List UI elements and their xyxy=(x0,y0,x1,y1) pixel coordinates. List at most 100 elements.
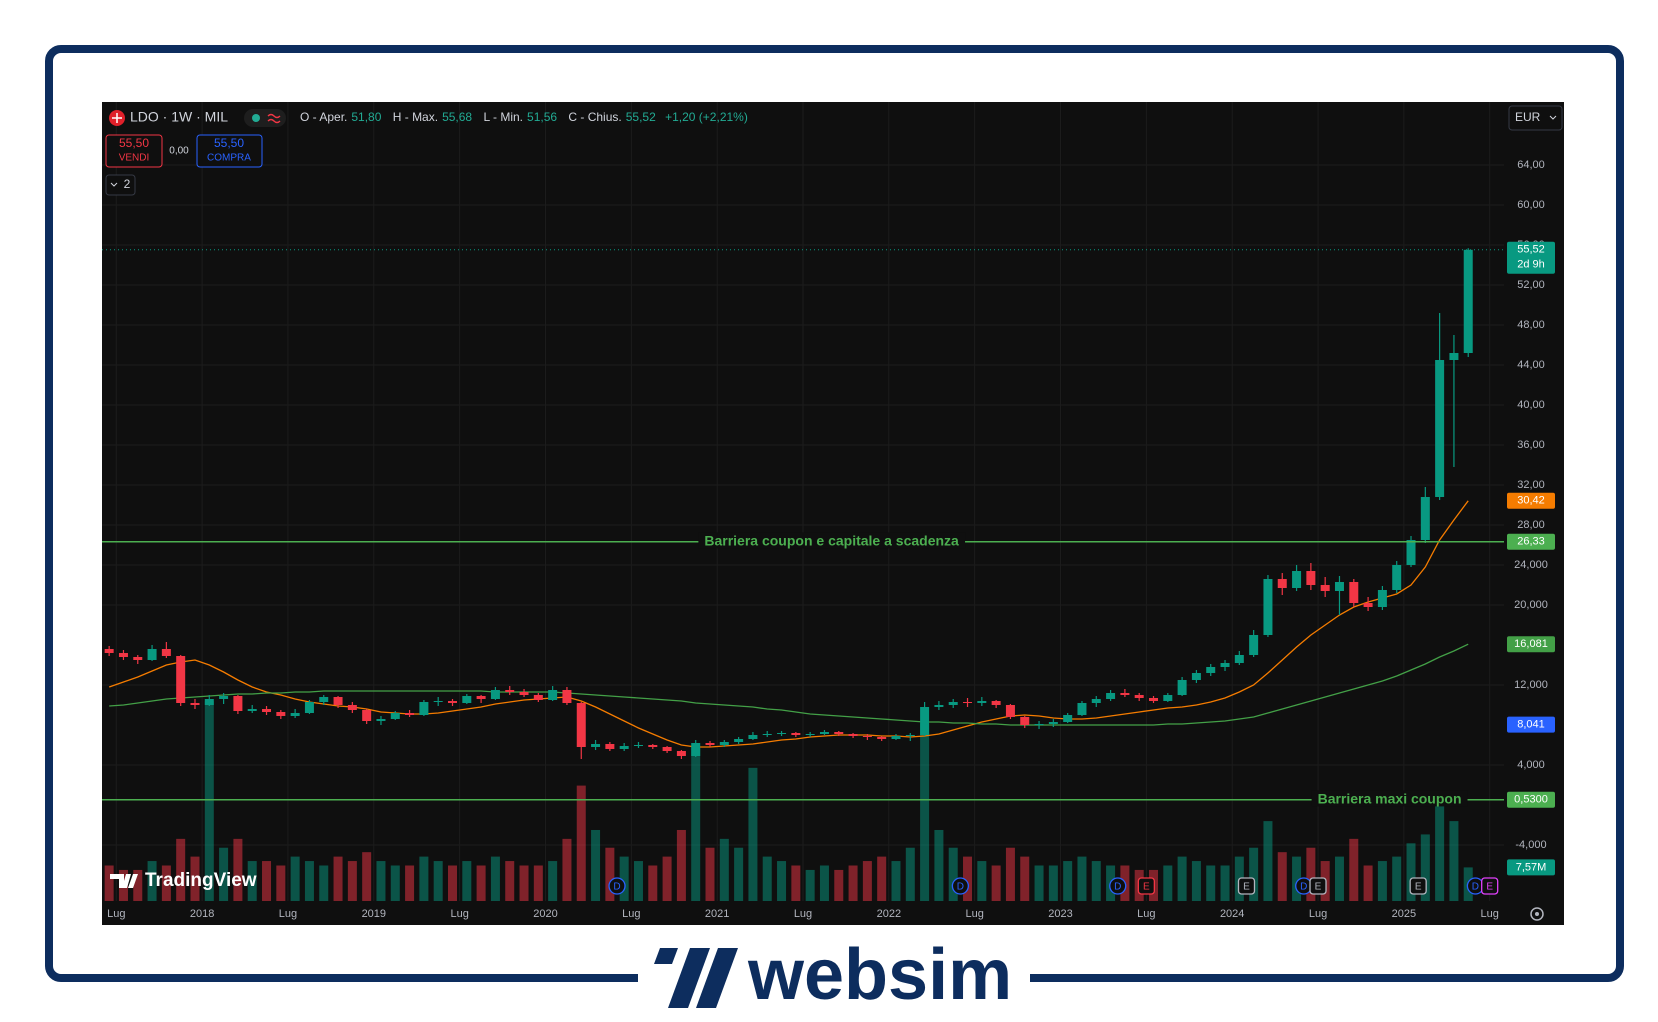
volume-bar xyxy=(1334,856,1344,901)
indicators-toggle[interactable] xyxy=(105,174,136,196)
volume-bar xyxy=(1048,865,1058,901)
y-tick-label: 60,00 xyxy=(1517,199,1545,211)
x-tick-label: Lug xyxy=(107,908,125,920)
price-tag xyxy=(1507,533,1555,550)
volume-bar xyxy=(905,847,915,901)
price-tag xyxy=(1507,492,1555,509)
candle-body xyxy=(948,702,958,705)
volume-bar xyxy=(204,701,214,901)
volume-tag-label: 7,57M xyxy=(1516,861,1547,873)
event-label: D xyxy=(613,882,620,893)
x-tick-label: Lug xyxy=(1137,908,1155,920)
volume-bar xyxy=(1091,861,1101,901)
volume-bar xyxy=(848,865,858,901)
volume-bar xyxy=(934,829,944,901)
y-tick-label: 64,00 xyxy=(1517,159,1545,171)
websim-logo: websim xyxy=(654,935,1012,1015)
barrier-label: Barriera maxi coupon xyxy=(1318,790,1462,806)
volume-bar xyxy=(1249,847,1259,901)
volume-bar xyxy=(433,861,443,901)
volume-bar xyxy=(1220,865,1230,901)
candle-body xyxy=(705,743,715,745)
volume-bar xyxy=(290,856,300,901)
candle-body xyxy=(1005,705,1015,717)
candle-body xyxy=(533,695,543,700)
volume-bar xyxy=(1034,865,1044,901)
volume-bar xyxy=(748,767,758,901)
volume-bar xyxy=(619,856,629,901)
candle-body xyxy=(819,732,829,734)
barrier-label-bg xyxy=(1311,790,1468,807)
y-tick-label: 28,00 xyxy=(1517,519,1545,531)
candle-body xyxy=(1334,582,1344,591)
settings-icon[interactable] xyxy=(1530,907,1544,921)
buy-button[interactable] xyxy=(196,134,263,168)
price-tag xyxy=(1507,636,1555,653)
volume-bar xyxy=(777,861,787,901)
volume-bar xyxy=(762,856,772,901)
countdown: 2d 9h xyxy=(1517,259,1545,271)
candle-body xyxy=(476,696,486,699)
candle-body xyxy=(676,751,686,756)
volume-bar xyxy=(276,865,286,901)
candle-body xyxy=(1191,673,1201,680)
volume-bar xyxy=(161,865,171,901)
symbol-logo-mark xyxy=(112,113,122,123)
status-pill[interactable] xyxy=(244,109,286,127)
x-tick-label: 2019 xyxy=(362,908,386,920)
spread: 0,00 xyxy=(169,146,189,157)
candle-body xyxy=(219,696,229,699)
candle-body xyxy=(576,703,586,747)
candle-body xyxy=(1120,693,1130,695)
event-marker xyxy=(1109,877,1127,895)
currency-selector[interactable] xyxy=(1508,105,1563,131)
tradingview-icon xyxy=(110,874,138,888)
c-label: C - Chius. xyxy=(568,110,621,124)
candle-body xyxy=(1349,582,1359,603)
candle-body xyxy=(290,713,300,716)
settings[interactable] xyxy=(1530,907,1544,921)
candle-body xyxy=(1435,360,1445,497)
candle-body xyxy=(190,703,200,705)
volume-bar xyxy=(562,838,572,901)
candle-body xyxy=(333,697,343,705)
barrier-label-bg xyxy=(698,532,966,549)
candle-body xyxy=(1020,717,1030,725)
candle-body xyxy=(519,692,529,695)
event-marker xyxy=(1237,877,1256,895)
candle-body xyxy=(991,701,1001,705)
candle-body xyxy=(633,745,643,746)
candle-body xyxy=(362,710,372,721)
candle-body xyxy=(1149,698,1158,701)
volume-bar xyxy=(1406,843,1416,901)
sell-price: 55,50 xyxy=(119,136,149,150)
candle-body xyxy=(319,697,329,702)
candle-body xyxy=(1263,579,1273,635)
x-tick-label: Lug xyxy=(965,908,983,920)
event-label: E xyxy=(1243,882,1250,893)
candle-body xyxy=(233,696,243,711)
sell-button[interactable] xyxy=(105,134,163,168)
buy-label: COMPRA xyxy=(207,153,251,164)
event-label: E xyxy=(1315,882,1322,893)
volume-bar xyxy=(548,861,558,901)
volume-bar xyxy=(862,861,872,901)
event-marker xyxy=(608,877,626,895)
x-tick-label: Lug xyxy=(1309,908,1327,920)
candle-body xyxy=(1163,695,1173,701)
volume-bar xyxy=(805,869,815,901)
candle-body xyxy=(505,690,515,692)
x-tick-label: 2021 xyxy=(705,908,729,920)
ohlc-legend: O - Aper. 51,80 H - Max. 55,68 L - Min. 51,… xyxy=(300,110,748,124)
logo-mark xyxy=(668,948,710,1008)
candle-body xyxy=(262,709,272,712)
volume-bar xyxy=(719,838,729,901)
l-value: 51,56 xyxy=(527,110,557,124)
volume-bar xyxy=(133,869,143,901)
volume-bar xyxy=(1063,861,1073,901)
symbol[interactable]: LDO · 1W · MIL xyxy=(130,109,228,125)
candle-body xyxy=(1077,703,1087,715)
candle-body xyxy=(777,733,787,734)
event-marker xyxy=(1481,877,1499,895)
